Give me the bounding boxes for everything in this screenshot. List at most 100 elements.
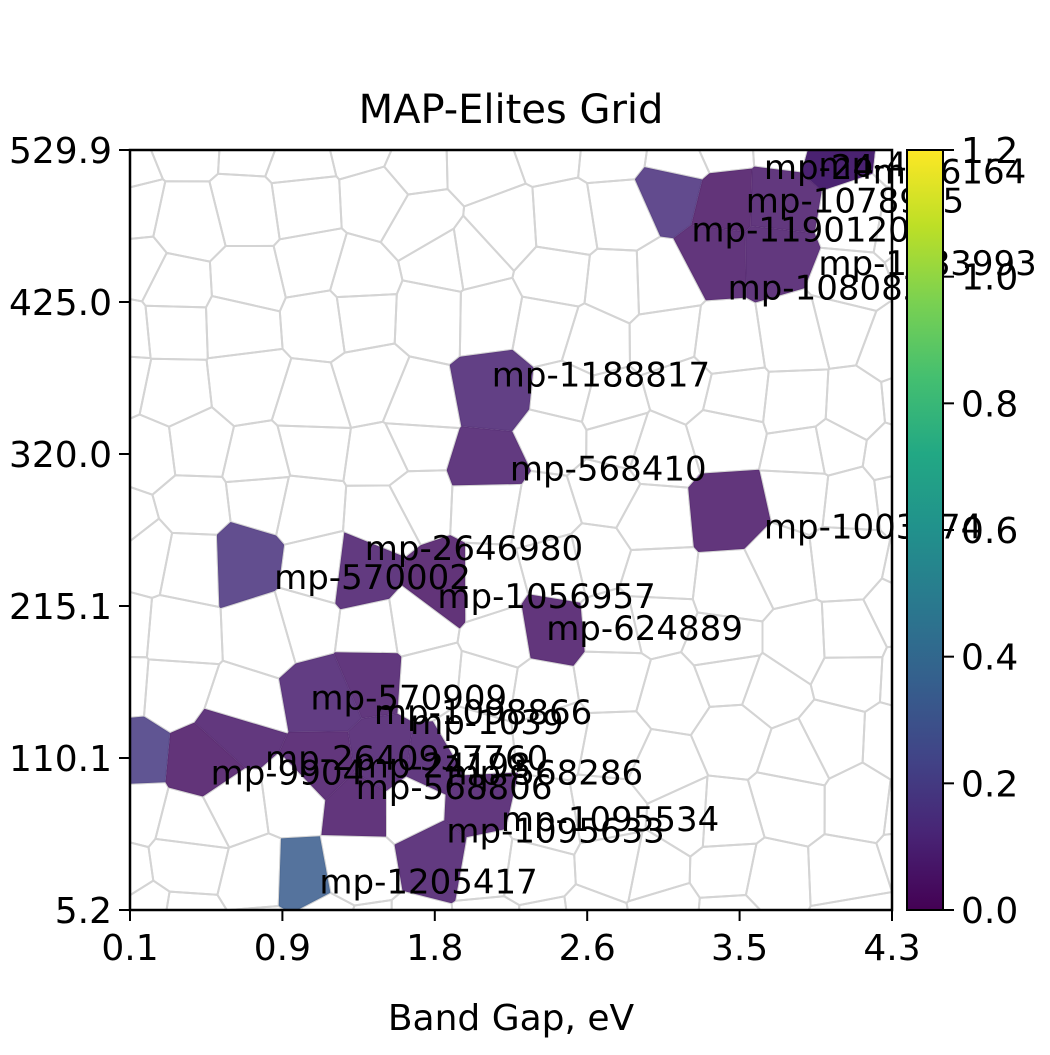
voronoi-cell: [701, 70, 772, 144]
elite-cell: [401, 535, 466, 629]
voronoi-cell: [342, 420, 410, 487]
colorbar-tick-label: 0.0: [961, 891, 1018, 932]
cell-label: mp-24198: [356, 746, 531, 786]
voronoi-cell: [824, 364, 887, 442]
voronoi-cell: [225, 904, 288, 910]
voronoi-cell: [742, 70, 823, 114]
voronoi-cell: [148, 70, 220, 115]
voronoi-cell: [518, 895, 568, 910]
elite-cell: [279, 653, 362, 732]
voronoi-cell: [697, 893, 762, 910]
elite-cell: [444, 772, 519, 838]
voronoi-cell: [50, 172, 110, 248]
cell-label: mp-568410: [510, 450, 707, 490]
elite-cell: [745, 226, 821, 303]
voronoi-cell: [50, 70, 100, 120]
voronoi-cell: [88, 70, 154, 124]
elite-cell: [194, 708, 288, 769]
cell-label: mp-1098866: [374, 693, 592, 733]
cell-label: mp-568806: [356, 768, 553, 808]
voronoi-cell: [328, 231, 404, 299]
colorbar-tick-label: 1.0: [961, 258, 1018, 299]
voronoi-cell: [145, 593, 224, 666]
voronoi-cell: [278, 289, 346, 364]
x-tick-label: 0.9: [254, 928, 311, 969]
elite-cell: [165, 722, 246, 797]
voronoi-cell: [689, 703, 773, 781]
x-tick-label: 0.1: [101, 928, 158, 969]
voronoi-cell: [809, 656, 884, 713]
voronoi-cell: [823, 761, 892, 845]
elite-cells: [130, 150, 875, 910]
cell-label: mp-6164: [873, 153, 1027, 193]
voronoi-cell: [204, 294, 284, 360]
voronoi-cell: [875, 832, 892, 894]
voronoi-cell: [270, 357, 353, 430]
voronoi-cell: [740, 651, 816, 730]
colorbar-tick-label: 0.2: [961, 764, 1018, 805]
cell-label: mp-1190120: [691, 211, 909, 251]
x-axis-label: Band Gap, eV: [388, 998, 635, 1039]
voronoi-cell: [149, 150, 221, 183]
y-tick-label: 110.1: [9, 739, 112, 780]
cell-label: mp-1095633: [446, 812, 664, 852]
voronoi-cell: [338, 165, 410, 244]
y-tick-label: 320.0: [9, 435, 112, 476]
voronoi-cell: [151, 474, 232, 536]
elite-cell: [278, 836, 331, 910]
cell-label: mp-1003374: [764, 508, 982, 548]
elite-cell: [521, 594, 585, 666]
voronoi-cell: [208, 172, 281, 248]
voronoi-cell: [615, 482, 695, 552]
voronoi-cell: [130, 235, 168, 303]
voronoi-cell: [874, 70, 973, 129]
voronoi-cell: [165, 890, 228, 910]
elite-cell: [691, 168, 753, 232]
cell-label: mp-1095534: [501, 800, 719, 840]
voronoi-cell: [701, 366, 770, 424]
elite-cell: [279, 731, 355, 801]
voronoi-cell: [50, 340, 90, 406]
voronoi-cell: [625, 881, 701, 910]
voronoi-cell: [216, 150, 277, 178]
colorbar-tick-label: 1.2: [961, 131, 1018, 172]
voronoi-cell: [268, 70, 345, 128]
cell-label: mp-570909: [310, 678, 507, 718]
elite-cell: [446, 426, 531, 486]
elite-cell: [333, 652, 402, 719]
voronoi-cell: [50, 660, 107, 727]
elite-cell: [394, 820, 467, 904]
cell-label: mp-1039: [410, 703, 563, 743]
voronoi-cell: [275, 474, 348, 546]
y-axis-ticks: 5.2 110.1 215.1 320.0 425.0 529.9: [9, 131, 130, 932]
x-tick-label: 4.3: [863, 928, 920, 969]
voronoi-cell: [130, 655, 150, 719]
voronoi-cell: [563, 883, 629, 910]
cell-label: mp-570002: [274, 558, 471, 598]
voronoi-cell: [130, 178, 167, 240]
voronoi-cell: [379, 188, 466, 263]
cell-label: mp-624889: [546, 609, 743, 649]
x-tick-label: 2.6: [559, 928, 616, 969]
voronoi-cell: [140, 251, 213, 309]
cell-label: mp-1205417: [319, 862, 537, 902]
voronoi-cell: [862, 577, 892, 649]
voronoi-cell: [130, 485, 161, 543]
colorbar-tick-label: 0.6: [961, 511, 1018, 552]
elite-cell: [335, 532, 406, 610]
voronoi-cell: [807, 833, 892, 908]
x-tick-label: 3.5: [711, 928, 768, 969]
cell-label: mp-568286: [446, 754, 643, 794]
voronoi-cell: [807, 891, 892, 910]
cell-label: mp-2646980: [365, 529, 583, 569]
x-axis-ticks: 0.1 0.9 1.8 2.6 3.5 4.3: [101, 910, 921, 969]
voronoi-cell: [50, 475, 96, 551]
voronoi-cell: [390, 889, 454, 910]
elite-cell: [801, 150, 875, 191]
elite-cell: [348, 713, 413, 792]
voronoi-cell: [351, 898, 393, 910]
voronoi-cell: [761, 598, 826, 687]
voronoi-cell: [820, 70, 892, 124]
